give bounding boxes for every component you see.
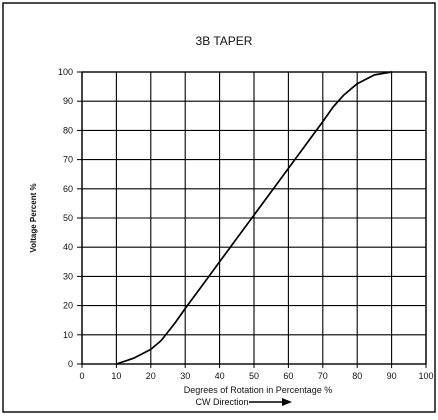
x-tick-label: 80 bbox=[352, 371, 362, 381]
series-line-taper bbox=[115, 71, 393, 365]
y-tick-label: 60 bbox=[63, 184, 73, 194]
y-tick-label: 10 bbox=[63, 330, 73, 340]
y-tick-label: 80 bbox=[63, 125, 73, 135]
x-tick-label: 20 bbox=[146, 371, 156, 381]
x-tick-label: 90 bbox=[387, 371, 397, 381]
y-axis-label: Voltage Percent % bbox=[29, 183, 38, 252]
x-tick-label: 100 bbox=[418, 371, 433, 381]
x-axis-label: Degrees of Rotation in Percentage % bbox=[184, 385, 333, 395]
ticks-group: 0 10 20 30 40 50 60 70 80 90 100 0 10 20 30 40 50 60 70 80 9… bbox=[58, 67, 434, 381]
y-tick-label: 70 bbox=[63, 155, 73, 165]
x-axis-label-line2: CW Direction bbox=[195, 397, 248, 407]
y-tick-label: 20 bbox=[63, 301, 73, 311]
x-tick-label: 10 bbox=[111, 371, 121, 381]
plot-border bbox=[81, 71, 427, 365]
x-tick-label: 30 bbox=[180, 371, 190, 381]
chart-title: 3B TAPER bbox=[196, 34, 253, 48]
series-group bbox=[115, 71, 393, 365]
y-tick-label: 40 bbox=[63, 242, 73, 252]
x-tick-label: 70 bbox=[318, 371, 328, 381]
x-tick-label: 40 bbox=[215, 371, 225, 381]
y-tick-label: 100 bbox=[58, 67, 73, 77]
x-tick-label: 0 bbox=[79, 371, 84, 381]
y-tick-label: 30 bbox=[63, 271, 73, 281]
y-tick-label: 50 bbox=[63, 213, 73, 223]
chart-frame bbox=[2, 2, 436, 413]
y-tick-label: 0 bbox=[68, 359, 73, 369]
x-tick-label: 50 bbox=[249, 371, 259, 381]
x-tick-label: 60 bbox=[283, 371, 293, 381]
y-tick-label: 90 bbox=[63, 96, 73, 106]
x-direction-arrowhead bbox=[282, 398, 292, 406]
